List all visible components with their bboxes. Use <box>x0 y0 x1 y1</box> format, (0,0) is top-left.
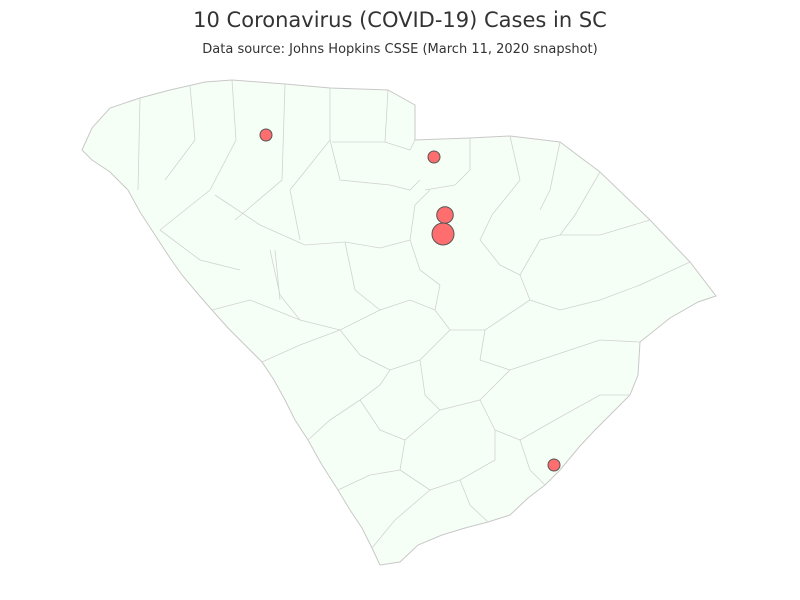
state-outline <box>81 79 717 566</box>
case-marker[interactable] <box>431 222 455 246</box>
case-marker[interactable] <box>427 150 441 164</box>
case-marker[interactable] <box>436 206 454 224</box>
case-marker[interactable] <box>259 128 273 142</box>
county-borders <box>137 79 691 549</box>
map-subtitle: Data source: Johns Hopkins CSSE (March 1… <box>202 42 598 57</box>
map-title: 10 Coronavirus (COVID-19) Cases in SC <box>193 8 607 32</box>
case-marker[interactable] <box>547 458 561 472</box>
case-markers <box>259 128 561 472</box>
